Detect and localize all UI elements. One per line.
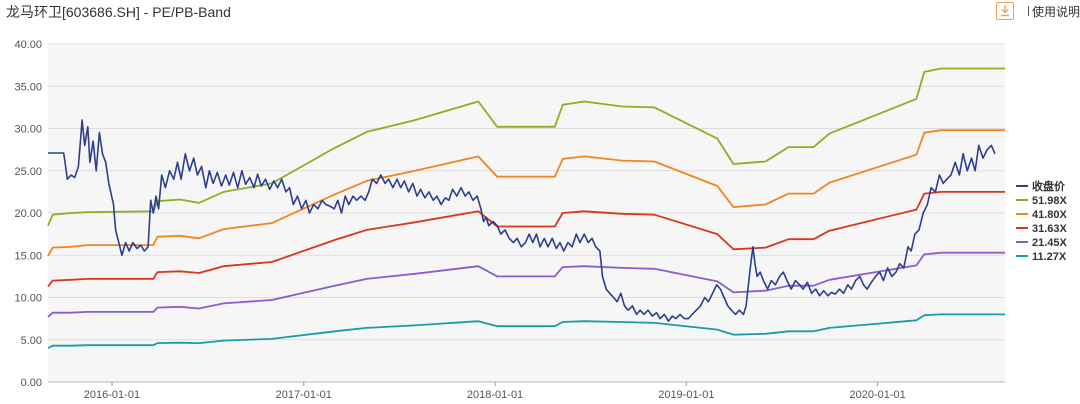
x-tick-label: 2016-01-01 (84, 389, 140, 401)
y-tick-label: 10.00 (14, 293, 42, 305)
y-tick-label: 15.00 (14, 250, 42, 262)
y-tick-label: 30.00 (14, 124, 42, 136)
toolbar: 使用说明 (996, 0, 1080, 22)
legend-label: 21.45X (1032, 237, 1068, 249)
x-axis: 2016-01-01 2017-01-01 2018-01-01 2019-01-01… (84, 382, 906, 401)
download-icon (1001, 5, 1009, 17)
x-tick-label: 2019-01-01 (658, 389, 714, 401)
series-line (48, 119, 996, 322)
y-tick-label: 0.00 (21, 377, 42, 389)
legend-label: 51.98X (1032, 195, 1068, 207)
series-layer (47, 67, 1005, 349)
legend: 收盘价 51.98X 41.80X 31.63X 21.45X 11.27X (1016, 179, 1068, 263)
y-tick-label: 20.00 (14, 208, 42, 220)
legend-label: 收盘价 (1032, 179, 1066, 193)
y-tick-label: 35.00 (14, 81, 42, 93)
x-tick-label: 2017-01-01 (276, 389, 332, 401)
series-line (47, 313, 1005, 349)
x-tick-label: 2018-01-01 (467, 389, 523, 401)
x-tick-label: 2020-01-01 (850, 389, 906, 401)
page-title: 龙马环卫[603686.SH] - PE/PB-Band (6, 4, 231, 20)
y-tick-label: 25.00 (14, 166, 42, 178)
series-line (47, 129, 1005, 257)
pe-band-chart: 0.00 5.00 10.00 15.00 20.00 25.00 30.00 35.00 40… (14, 39, 1068, 401)
legend-label: 11.27X (1032, 251, 1067, 263)
download-button[interactable] (996, 2, 1014, 20)
document-icon (1028, 6, 1029, 16)
legend-label: 41.80X (1032, 209, 1068, 221)
legend-label: 31.63X (1032, 223, 1068, 235)
series-line (47, 251, 1005, 318)
y-tick-label: 5.00 (21, 335, 42, 347)
series-line (47, 191, 1005, 288)
y-axis: 0.00 5.00 10.00 15.00 20.00 25.00 30.00 35.00 40… (14, 39, 1005, 389)
y-tick-label: 40.00 (14, 39, 42, 51)
help-label: 使用说明 (1031, 4, 1080, 19)
help-link[interactable]: 使用说明 (1028, 3, 1080, 20)
